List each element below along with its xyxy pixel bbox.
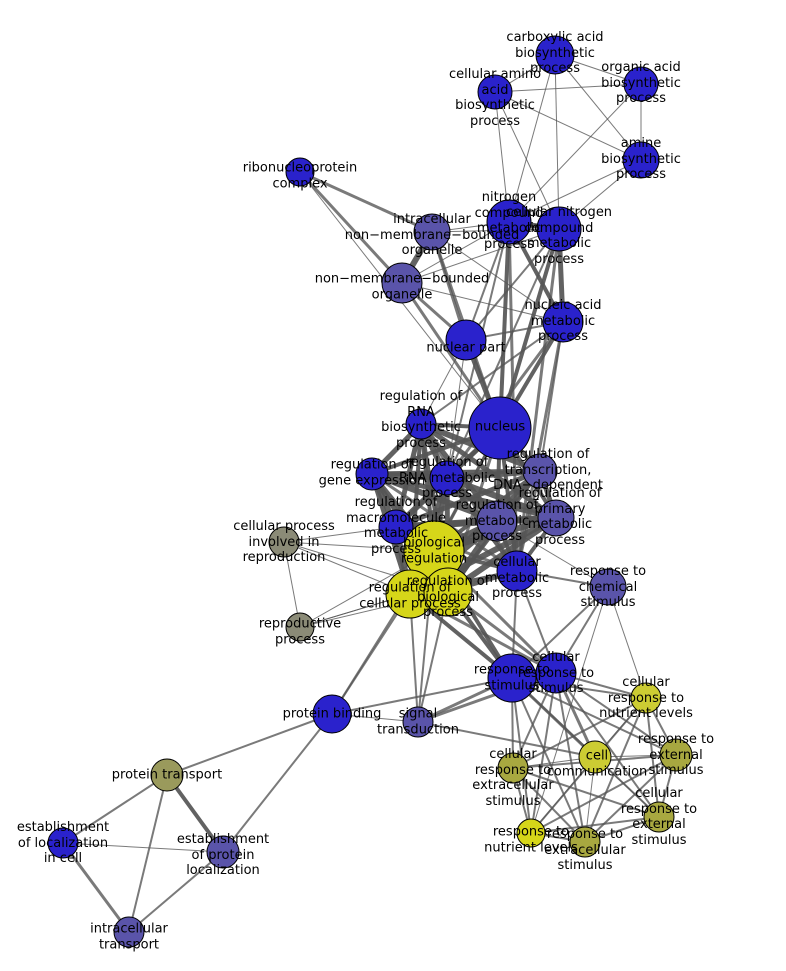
graph-node[interactable] [312, 694, 352, 734]
graph-node[interactable] [405, 408, 437, 440]
graph-node[interactable] [402, 706, 434, 738]
graph-node[interactable] [268, 526, 300, 558]
graph-edge [446, 228, 560, 479]
graph-node[interactable] [413, 213, 451, 251]
graph-edge [554, 54, 642, 161]
graph-edge [494, 91, 642, 161]
graph-node[interactable] [47, 827, 79, 859]
graph-node[interactable] [487, 653, 537, 703]
graph-edge [496, 520, 609, 588]
graph-edge [62, 842, 224, 853]
graph-edge [539, 321, 564, 472]
graph-node[interactable] [496, 550, 538, 592]
graph-edge [512, 767, 586, 843]
graph-node[interactable] [423, 567, 473, 617]
graph-node[interactable] [535, 652, 577, 694]
graph-node[interactable] [536, 206, 582, 252]
graph-edge [515, 228, 561, 572]
graph-node[interactable] [537, 499, 575, 537]
graph-node[interactable] [381, 262, 423, 304]
graph-edge [508, 159, 642, 223]
graph-node[interactable] [589, 568, 627, 606]
graph-edge [298, 170, 404, 285]
graph-edge [283, 526, 397, 543]
graph-node[interactable] [497, 752, 529, 784]
graph-edge [607, 586, 647, 699]
graph-edge [512, 697, 647, 769]
graph-node[interactable] [643, 801, 675, 833]
graph-edge [530, 756, 596, 834]
graph-edge [555, 672, 660, 818]
node-layer [47, 35, 693, 948]
graph-edge [331, 677, 513, 715]
graph-edge [530, 754, 677, 834]
graph-node[interactable] [378, 509, 414, 545]
graph-edge [530, 816, 660, 834]
graph-edge [494, 91, 560, 230]
edge-layer [61, 54, 677, 933]
graph-node[interactable] [516, 818, 546, 848]
graph-edge [508, 54, 556, 223]
graph-edge [371, 471, 557, 521]
graph-node[interactable] [622, 141, 660, 179]
graph-node[interactable] [623, 66, 659, 102]
graph-node[interactable] [659, 738, 693, 772]
graph-edge [554, 54, 560, 230]
graph-node[interactable] [285, 157, 315, 187]
graph-edge [508, 83, 642, 223]
graph-edge [401, 228, 560, 284]
graph-node[interactable] [486, 199, 532, 245]
graph-node[interactable] [150, 758, 184, 792]
graph-node[interactable] [522, 453, 558, 489]
graph-node[interactable] [206, 835, 240, 869]
graph-edge [222, 713, 333, 853]
graph-node[interactable] [445, 319, 487, 361]
graph-edge [584, 754, 677, 843]
graph-node[interactable] [569, 826, 601, 858]
graph-node[interactable] [476, 500, 518, 542]
graph-edge [555, 672, 586, 843]
graph-edge [511, 677, 586, 843]
graph-edge [530, 586, 609, 834]
graph-edge [128, 774, 168, 933]
graph-edge [494, 83, 642, 93]
graph-node[interactable] [468, 396, 532, 460]
graph-edge [62, 774, 168, 844]
graph-edge [465, 228, 560, 341]
graph-node[interactable] [429, 460, 465, 496]
graph-node[interactable] [630, 682, 662, 714]
graph-node[interactable] [535, 35, 575, 75]
graph-edge [299, 170, 433, 234]
graph-node[interactable] [542, 301, 584, 343]
graph-edge [61, 842, 131, 933]
graph-edge [401, 282, 564, 323]
graph-edge [498, 221, 511, 429]
graph-node[interactable] [477, 74, 513, 110]
graph-node[interactable] [578, 740, 612, 774]
graph-edge [512, 767, 660, 818]
graph-edge [128, 851, 224, 933]
graph-edge [431, 231, 564, 323]
graph-edge [511, 677, 677, 756]
graph-edge [417, 721, 596, 758]
graph-edge [584, 697, 647, 843]
graph-edge [370, 471, 499, 524]
graph-edge [166, 713, 333, 776]
graph-node[interactable] [355, 457, 389, 491]
graph-edge [420, 321, 564, 425]
graph-node[interactable] [285, 612, 315, 642]
graph-node[interactable] [113, 916, 145, 948]
graph-edge [446, 339, 467, 479]
